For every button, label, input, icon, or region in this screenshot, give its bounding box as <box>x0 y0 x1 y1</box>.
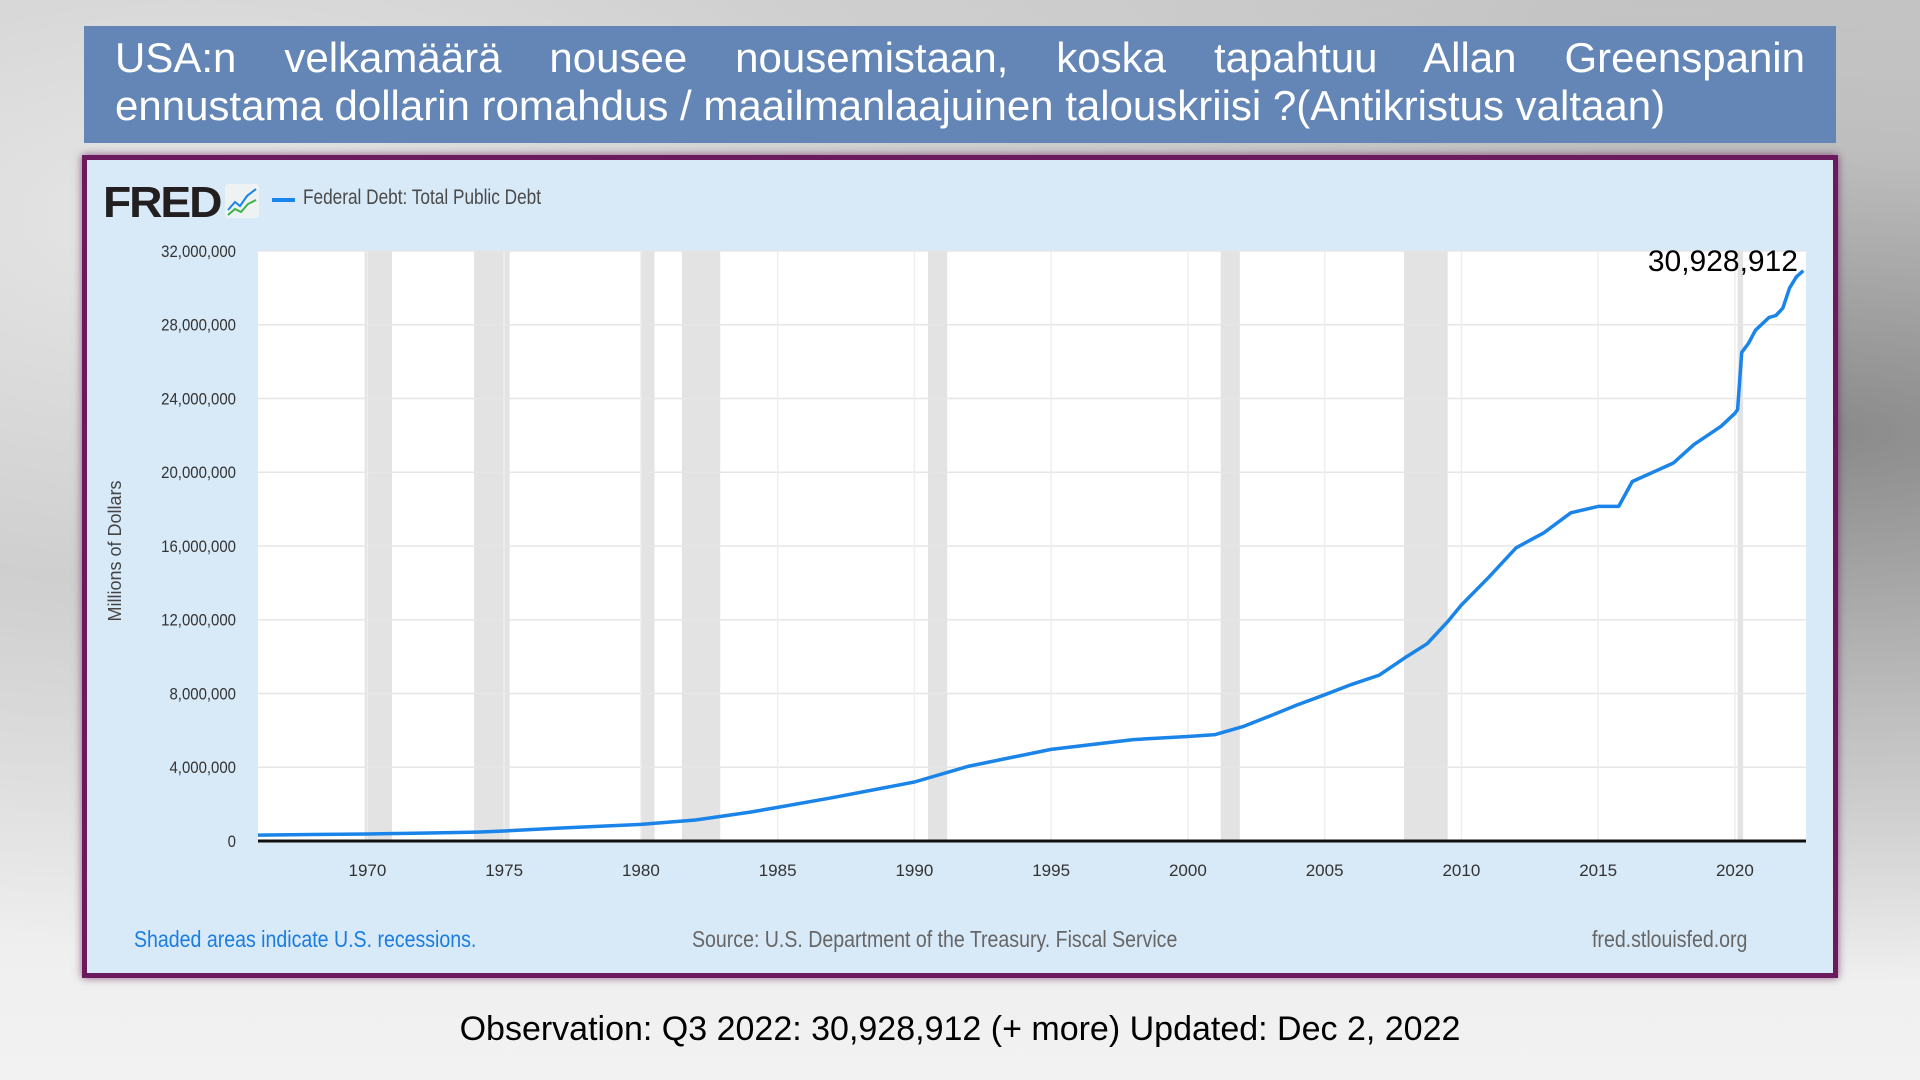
y-tick-label: 28,000,000 <box>161 317 236 335</box>
chart-trend-icon <box>225 184 259 218</box>
x-tick-label: 2000 <box>1169 861 1207 880</box>
slide-title: USA:n velkamäärä nousee nousemistaan, ko… <box>84 26 1836 143</box>
recession-note-link[interactable]: Shaded areas indicate U.S. recessions. <box>134 926 477 952</box>
source-text: Source: U.S. Department of the Treasury.… <box>692 926 1178 952</box>
x-tick-label: 1985 <box>759 861 797 880</box>
x-tick-label: 1990 <box>895 861 933 880</box>
site-link[interactable]: fred.stlouisfed.org <box>1592 926 1748 952</box>
x-tick-label: 2015 <box>1579 861 1617 880</box>
x-tick-label: 1995 <box>1032 861 1070 880</box>
x-tick-label: 2010 <box>1442 861 1480 880</box>
x-tick-label: 1975 <box>485 861 523 880</box>
y-tick-label: 8,000,000 <box>169 686 236 704</box>
y-tick-label: 24,000,000 <box>161 391 236 409</box>
legend-label: Federal Debt: Total Public Debt <box>303 186 542 209</box>
fred-chart-panel: FRED Federal Debt: Total Public Debt 0 4,… <box>82 155 1838 978</box>
y-tick-label: 32,000,000 <box>161 243 236 261</box>
fred-logo[interactable]: FRED <box>103 178 222 227</box>
y-tick-label: 12,000,000 <box>161 612 236 630</box>
title-line-1: USA:n velkamäärä nousee nousemistaan, ko… <box>115 34 1805 81</box>
legend-swatch <box>272 198 295 202</box>
x-tick-label: 1980 <box>622 861 660 880</box>
y-tick-label: 0 <box>228 833 236 851</box>
line-chart: 0 4,000,000 8,000,000 12,000,000 16,000,000 2… <box>105 243 1806 880</box>
y-tick-label: 16,000,000 <box>161 538 236 556</box>
x-tick-label: 2005 <box>1306 861 1344 880</box>
debt-series-line <box>257 269 1805 837</box>
x-tick-label: 2020 <box>1716 861 1754 880</box>
last-value-annotation: 30,928,912 <box>1648 245 1798 278</box>
title-line-2: ennustama dollarin romahdus / maailmanla… <box>115 82 1666 129</box>
x-tick-label: 1970 <box>348 861 386 880</box>
y-axis-title: Millions of Dollars <box>105 480 125 621</box>
y-tick-label: 4,000,000 <box>169 759 236 777</box>
y-tick-label: 20,000,000 <box>161 464 236 482</box>
observation-text: Observation: Q3 2022: 30,928,912 (+ more… <box>459 1010 1461 1048</box>
